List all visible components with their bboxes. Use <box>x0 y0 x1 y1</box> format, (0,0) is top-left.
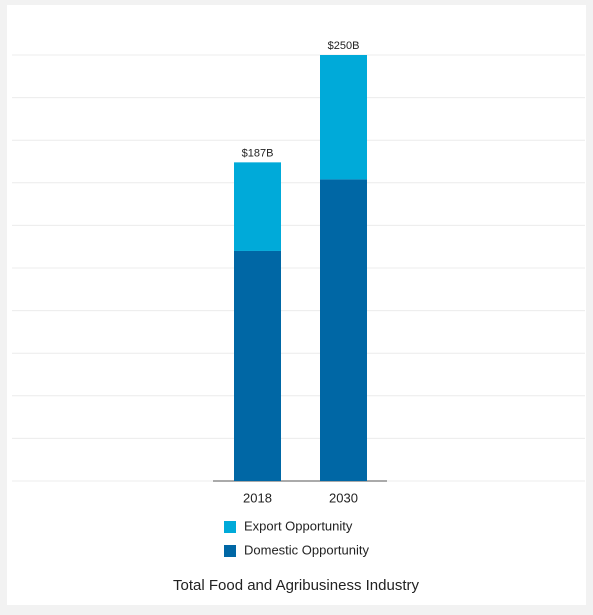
chart-title: Total Food and Agribusiness Industry <box>173 577 419 594</box>
legend-label: Export Opportunity <box>244 518 353 533</box>
bar-segment <box>320 55 367 180</box>
card <box>7 5 586 605</box>
bar-segment <box>234 250 281 481</box>
x-tick-label: 2030 <box>329 490 358 505</box>
total-label: $250B <box>328 40 360 52</box>
bar-segment <box>320 179 367 481</box>
x-tick-label: 2018 <box>243 490 272 505</box>
bar-segment <box>234 162 281 251</box>
total-label: $187B <box>242 147 274 159</box>
legend-swatch <box>224 521 236 533</box>
legend-label: Domestic Opportunity <box>244 542 369 557</box>
legend-swatch <box>224 545 236 557</box>
